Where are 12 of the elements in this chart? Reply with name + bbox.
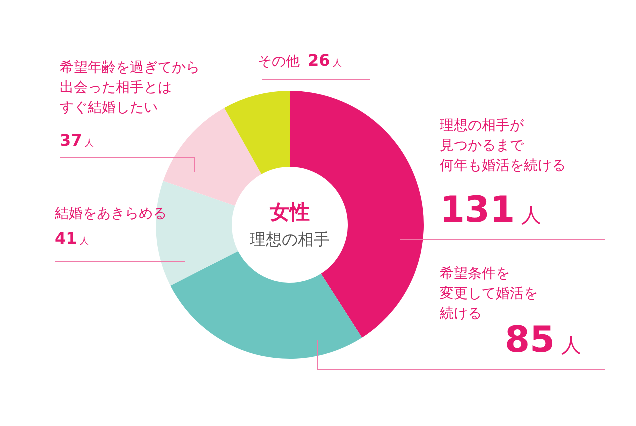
text: 女性: [269, 200, 310, 224]
text: 理想の相手: [250, 230, 330, 249]
slice-label: 理想の相手が見つかるまで何年も婚活を続ける: [440, 118, 566, 174]
slice-label: 希望条件を変更して婚活を続ける: [439, 266, 538, 322]
slice-label: その他: [258, 54, 300, 70]
data-label: 131 人: [440, 190, 542, 231]
slice-label: 希望年齢を過ぎてから出会った相手とはすぐ結婚したい: [60, 60, 200, 116]
data-label: 26 人: [308, 51, 342, 70]
slice-label: 結婚をあきらめる: [54, 206, 167, 222]
data-label: 37 人: [60, 131, 94, 150]
data-label: 41 人: [55, 229, 90, 248]
data-label: 85 人: [505, 320, 582, 361]
